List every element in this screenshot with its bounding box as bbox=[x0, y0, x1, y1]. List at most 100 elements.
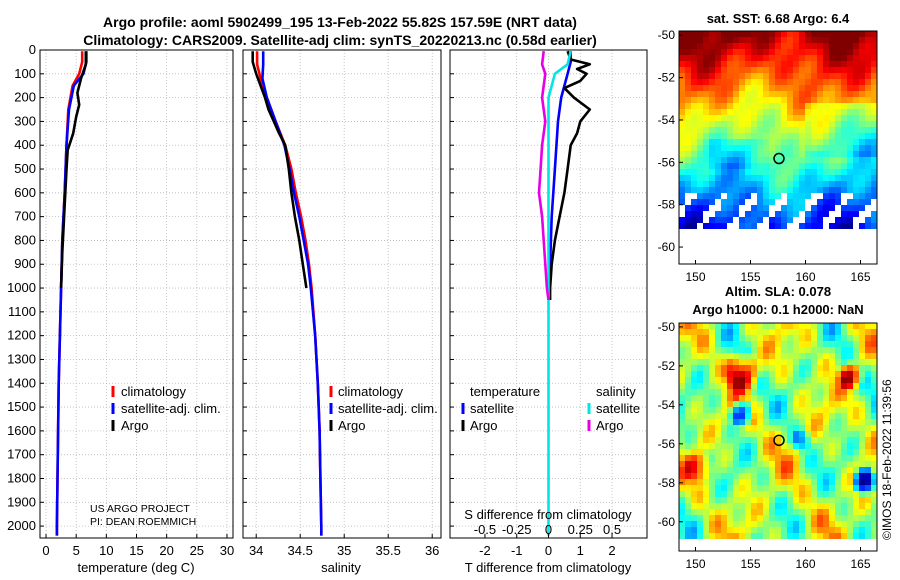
sst-cell bbox=[721, 31, 727, 37]
temperature-annotation-project: US ARGO PROJECT bbox=[90, 503, 190, 515]
sst-cell bbox=[775, 193, 781, 199]
sst-cell bbox=[757, 205, 763, 211]
sla-cell bbox=[853, 329, 859, 335]
sla-cell bbox=[811, 521, 817, 527]
sla-cell bbox=[817, 335, 823, 341]
sla-cell bbox=[865, 449, 871, 455]
sla-cell bbox=[871, 473, 877, 479]
sla-cell bbox=[841, 485, 847, 491]
sla-cell bbox=[823, 341, 829, 347]
sla-cell bbox=[787, 479, 793, 485]
sla-cell bbox=[793, 533, 799, 539]
sst-cell bbox=[793, 103, 799, 109]
sla-cell bbox=[679, 359, 685, 365]
sla-cell bbox=[853, 359, 859, 365]
sla-cell bbox=[721, 491, 727, 497]
sst-cell bbox=[763, 133, 769, 139]
sla-cell bbox=[841, 437, 847, 443]
sla-cell bbox=[721, 503, 727, 509]
sst-cell bbox=[859, 67, 865, 73]
sst-cell bbox=[775, 211, 781, 217]
sst-cell bbox=[733, 61, 739, 67]
sst-cell bbox=[751, 91, 757, 97]
sla-cell bbox=[733, 353, 739, 359]
sst-cell bbox=[745, 73, 751, 79]
sla-cell bbox=[709, 479, 715, 485]
sla-cell bbox=[829, 503, 835, 509]
sst-cell bbox=[751, 31, 757, 37]
salinity-legend-climatology: climatology bbox=[338, 384, 404, 399]
sst-cell bbox=[715, 121, 721, 127]
sst-cell bbox=[751, 145, 757, 151]
depth-tick-label-9: 900 bbox=[14, 256, 36, 271]
figure-title-line2: Climatology: CARS2009. Satellite-adj cli… bbox=[83, 32, 597, 48]
sla-cell bbox=[763, 431, 769, 437]
sla-cell bbox=[727, 437, 733, 443]
sla-cell bbox=[805, 491, 811, 497]
sla-cell bbox=[745, 503, 751, 509]
sla-cell bbox=[775, 419, 781, 425]
sst-cell bbox=[685, 79, 691, 85]
sst-cell bbox=[727, 79, 733, 85]
sst-cell bbox=[817, 175, 823, 181]
sla-cell bbox=[787, 359, 793, 365]
sla-cell bbox=[763, 503, 769, 509]
sla-cell bbox=[733, 407, 739, 413]
sst-cell bbox=[763, 169, 769, 175]
sla-cell bbox=[691, 431, 697, 437]
sst-cell bbox=[787, 55, 793, 61]
sla-cell bbox=[841, 377, 847, 383]
sla-cell bbox=[751, 371, 757, 377]
sst-cell bbox=[715, 145, 721, 151]
sst-cell bbox=[751, 157, 757, 163]
sla-cell bbox=[745, 401, 751, 407]
sst-cell bbox=[721, 67, 727, 73]
sla-cell bbox=[871, 449, 877, 455]
sst-cell bbox=[709, 151, 715, 157]
sla-cell bbox=[745, 353, 751, 359]
sla-cell bbox=[805, 365, 811, 371]
sla-cell bbox=[775, 401, 781, 407]
sla-cell bbox=[703, 413, 709, 419]
sst-cell bbox=[769, 67, 775, 73]
sla-cell bbox=[841, 401, 847, 407]
sla-cell bbox=[721, 461, 727, 467]
sst-cell bbox=[733, 205, 739, 211]
sla-cell bbox=[775, 503, 781, 509]
sst-cell bbox=[787, 211, 793, 217]
sla-cell bbox=[775, 425, 781, 431]
sst-cell bbox=[841, 37, 847, 43]
sst-cell bbox=[751, 55, 757, 61]
sla-cell bbox=[847, 503, 853, 509]
sla-cell bbox=[865, 347, 871, 353]
sst-cell bbox=[679, 193, 685, 199]
sst-cell bbox=[847, 79, 853, 85]
sst-cell bbox=[871, 151, 877, 157]
sst-cell bbox=[769, 223, 775, 229]
sla-cell bbox=[829, 419, 835, 425]
sst-cell bbox=[763, 73, 769, 79]
sla-cell bbox=[697, 443, 703, 449]
sst-map-cells bbox=[679, 31, 877, 229]
sst-cell bbox=[817, 169, 823, 175]
sla-cell bbox=[733, 485, 739, 491]
sla-cell bbox=[859, 371, 865, 377]
sst-cell bbox=[769, 175, 775, 181]
sst-cell bbox=[805, 193, 811, 199]
sla-cell bbox=[829, 533, 835, 539]
sla-cell bbox=[733, 527, 739, 533]
sst-cell bbox=[871, 121, 877, 127]
sst-cell bbox=[739, 187, 745, 193]
sla-cell bbox=[769, 353, 775, 359]
sla-cell bbox=[853, 395, 859, 401]
sst-cell bbox=[691, 199, 697, 205]
sla-cell bbox=[817, 353, 823, 359]
sst-cell bbox=[709, 169, 715, 175]
sla-cell bbox=[775, 359, 781, 365]
sst-cell bbox=[847, 61, 853, 67]
sla-cell bbox=[703, 323, 709, 329]
sla-cell bbox=[679, 527, 685, 533]
sla-cell bbox=[769, 335, 775, 341]
sla-cell bbox=[769, 521, 775, 527]
sla-cell bbox=[703, 419, 709, 425]
